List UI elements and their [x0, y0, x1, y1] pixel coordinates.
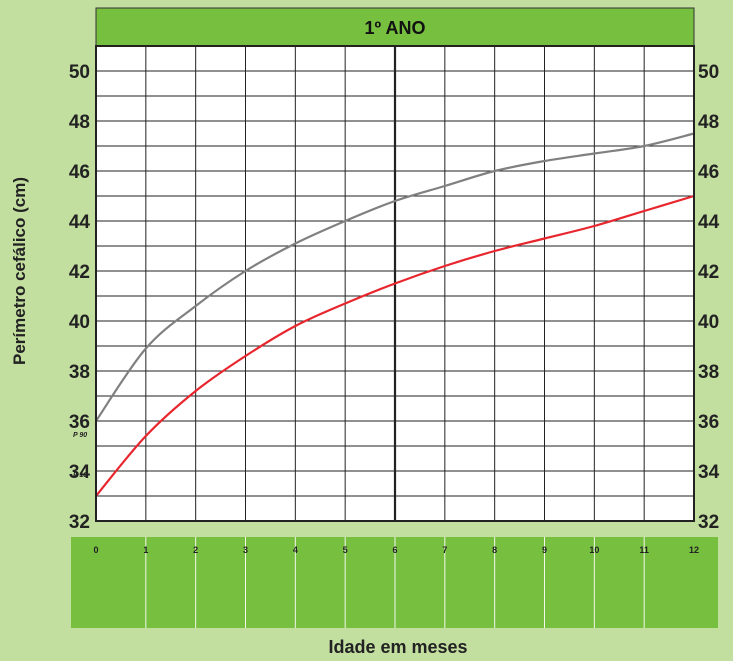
y-tick-label-left: 46 — [69, 162, 90, 183]
y-axis-label: Perímetro cefálico (cm) — [10, 177, 29, 365]
y-tick-label-right: 42 — [698, 262, 719, 283]
y-tick-label-left: 44 — [69, 212, 91, 233]
x-tick-label: 10 — [589, 545, 599, 555]
x-tick-label: 4 — [293, 545, 298, 555]
y-tick-label-right: 44 — [698, 212, 720, 233]
y-tick-label-right: 38 — [698, 362, 719, 383]
series-label: P 90 — [73, 432, 87, 439]
x-tick-label: 9 — [542, 545, 547, 555]
x-tick-label: 1 — [143, 545, 148, 555]
plot-border — [95, 45, 695, 522]
x-tick-label: 2 — [193, 545, 198, 555]
x-ticks: 0 1 2 3 4 5 6 7 8 9 10 11 12 — [93, 545, 699, 555]
y-tick-label-right: 46 — [698, 162, 719, 183]
y-ticks-right: 32 34 36 38 40 42 44 46 48 50 — [698, 62, 720, 533]
series-label: P 10 — [73, 472, 87, 479]
x-tick-label: 0 — [93, 545, 98, 555]
title-band — [95, 7, 695, 47]
y-tick-label-left: 40 — [69, 312, 90, 333]
x-tick-label: 8 — [492, 545, 497, 555]
chart-title: 1º ANO — [365, 18, 426, 38]
y-tick-label-left: 42 — [69, 262, 90, 283]
x-axis-label: Idade em meses — [328, 637, 467, 657]
x-axis-band-dividers — [145, 537, 645, 628]
series-line-p10 — [95, 194, 695, 497]
y-ticks-left: 32 34 36 38 40 42 44 46 48 50 — [69, 62, 91, 533]
y-tick-label-right: 34 — [698, 462, 720, 483]
y-tick-label-right: 50 — [698, 62, 719, 83]
x-tick-label: 5 — [343, 545, 348, 555]
series-lines — [95, 132, 695, 497]
x-tick-label: 6 — [392, 545, 397, 555]
x-tick-label: 3 — [243, 545, 248, 555]
y-tick-label-right: 36 — [698, 412, 719, 433]
y-tick-label-left: 36 — [69, 412, 90, 433]
y-tick-label-left: 38 — [69, 362, 90, 383]
x-tick-label: 11 — [639, 545, 649, 555]
x-tick-label: 12 — [689, 545, 699, 555]
series-labels: P 90 P 10 — [73, 432, 87, 479]
y-tick-label-right: 32 — [698, 512, 719, 533]
y-tick-label-left: 32 — [69, 512, 90, 533]
series-line-p90 — [95, 132, 695, 422]
grid — [96, 46, 694, 521]
y-tick-label-right: 48 — [698, 112, 719, 133]
y-tick-label-right: 40 — [698, 312, 719, 333]
x-tick-label: 7 — [442, 545, 447, 555]
y-tick-label-left: 50 — [69, 62, 90, 83]
y-tick-label-left: 34 — [69, 462, 91, 483]
y-tick-label-left: 48 — [69, 112, 90, 133]
